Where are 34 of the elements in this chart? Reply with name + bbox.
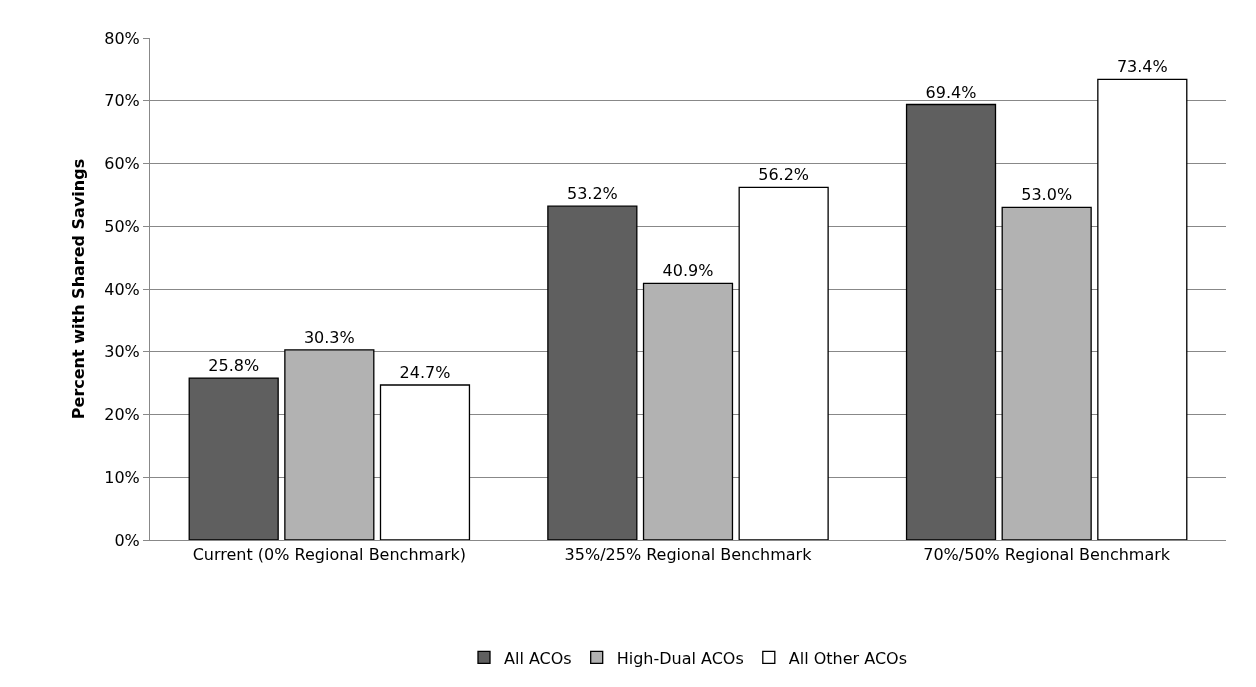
data-label: 56.2%	[758, 165, 810, 185]
bar	[379, 384, 471, 540]
bar	[284, 349, 375, 540]
y-tick-label: 10%	[104, 467, 140, 487]
y-tick-label: 60%	[104, 154, 140, 174]
y-tick-label: 70%	[104, 91, 140, 111]
data-label: 69.4%	[925, 82, 977, 102]
bar	[905, 103, 997, 540]
bar	[547, 205, 638, 540]
bar	[738, 186, 829, 540]
data-label: 53.2%	[566, 184, 618, 204]
data-label: 73.4%	[1116, 57, 1168, 77]
y-tick-label: 30%	[104, 342, 140, 362]
bar	[642, 282, 734, 540]
legend-label: High-Dual ACOs	[616, 648, 744, 668]
data-label: 24.7%	[399, 363, 451, 383]
x-tick-label: 35%/25% Regional Benchmark	[564, 545, 813, 565]
y-tick-label: 40%	[104, 279, 140, 299]
data-label: 40.9%	[662, 261, 714, 281]
data-label: 25.8%	[208, 356, 260, 376]
x-tick-label: 70%/50% Regional Benchmark	[923, 545, 1171, 565]
x-tick-label: Current (0% Regional Benchmark)	[192, 545, 467, 565]
bar	[1097, 78, 1188, 540]
y-tick-label: 0%	[114, 530, 140, 550]
data-label: 30.3%	[303, 327, 355, 347]
y-tick-label: 80%	[104, 28, 140, 48]
y-axis-title: Percent with Shared Savings	[69, 158, 89, 420]
bar	[188, 377, 279, 540]
data-label: 53.0%	[1021, 185, 1073, 205]
bar	[1001, 206, 1092, 540]
legend-label: All Other ACOs	[788, 648, 907, 668]
y-tick-label: 50%	[104, 216, 140, 236]
legend-label: All ACOs	[504, 648, 572, 668]
y-tick-label: 20%	[104, 405, 140, 425]
